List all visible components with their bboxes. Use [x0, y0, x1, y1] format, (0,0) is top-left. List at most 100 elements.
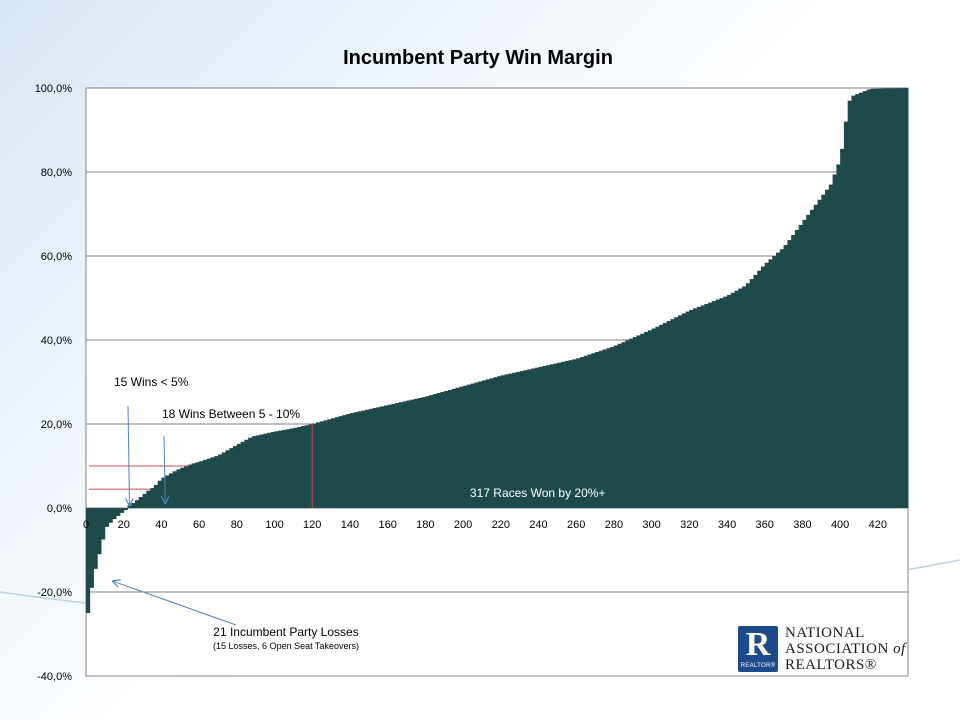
bar: [576, 358, 581, 508]
bar: [527, 369, 532, 508]
logo-of-word: of: [893, 641, 906, 657]
bar: [500, 375, 505, 508]
bar: [783, 245, 788, 508]
bar: [184, 466, 189, 508]
bar: [806, 214, 811, 508]
bar: [538, 366, 543, 508]
y-tick-label: 60,0%: [41, 251, 72, 263]
bar: [568, 360, 573, 508]
annotation-label: 15 Wins < 5%: [114, 375, 189, 389]
bar: [447, 389, 453, 508]
x-tick-label: 280: [605, 519, 623, 531]
nar-logo: R REALTOR® NATIONAL ASSOCIATION of REALT…: [738, 626, 918, 678]
bar: [613, 345, 619, 508]
bar: [402, 401, 407, 508]
bar: [383, 405, 389, 508]
y-tick-label: 80,0%: [41, 167, 72, 179]
bar: [666, 320, 671, 508]
bar: [180, 467, 185, 508]
y-tick-label: 40,0%: [41, 335, 72, 347]
bar: [889, 88, 894, 509]
x-tick-label: 160: [378, 519, 396, 531]
bar: [406, 400, 411, 508]
bar: [723, 296, 728, 508]
logo-association-word: ASSOCIATION: [785, 641, 889, 657]
bar: [274, 431, 279, 508]
bar: [368, 408, 373, 508]
y-tick-label: 100,0%: [35, 83, 73, 95]
bar: [176, 469, 181, 508]
bar: [327, 419, 332, 508]
bar: [297, 426, 302, 508]
bar: [376, 407, 381, 508]
bar: [353, 412, 358, 508]
bar: [229, 448, 234, 508]
bar: [206, 458, 211, 508]
bar: [119, 508, 125, 513]
bar: [719, 298, 724, 508]
x-tick-label: 320: [680, 519, 698, 531]
bar: [255, 435, 260, 508]
bar: [199, 461, 204, 508]
bar: [225, 450, 230, 508]
x-tick-label: 240: [529, 519, 547, 531]
bar: [530, 368, 536, 508]
bar: [745, 283, 751, 508]
bar: [757, 270, 762, 508]
bar: [802, 219, 807, 508]
bar: [168, 473, 174, 508]
bar: [425, 396, 430, 508]
logo-r-letter: R: [745, 626, 771, 663]
x-tick-label: 300: [642, 519, 660, 531]
bar: [481, 380, 487, 508]
bar: [809, 209, 815, 509]
x-tick-label: 340: [718, 519, 736, 531]
bar: [289, 428, 294, 508]
bar: [497, 376, 502, 508]
bar: [685, 311, 690, 508]
bar: [704, 303, 709, 508]
bar: [346, 414, 351, 508]
bar: [636, 335, 641, 508]
bar: [711, 301, 717, 508]
bar: [794, 229, 800, 508]
bar: [708, 302, 713, 508]
bar: [270, 431, 275, 508]
x-tick-label: 120: [303, 519, 321, 531]
bar: [557, 362, 562, 508]
bar: [662, 322, 668, 508]
bar: [858, 92, 864, 509]
bar: [372, 408, 377, 508]
bar: [293, 427, 298, 508]
bar: [840, 148, 845, 508]
bar: [489, 378, 494, 508]
bar: [398, 402, 404, 508]
bar: [542, 366, 547, 508]
x-tick-label: 140: [341, 519, 359, 531]
bar: [617, 343, 622, 508]
bar: [338, 416, 343, 508]
bar: [874, 88, 879, 509]
bar: [553, 363, 558, 508]
bar: [86, 508, 91, 613]
bar: [606, 348, 611, 508]
logo-realtor-text: REALTOR®: [740, 663, 776, 669]
bar: [304, 425, 309, 508]
x-tick-label: 360: [756, 519, 774, 531]
x-tick-label: 180: [416, 519, 434, 531]
bar: [742, 286, 747, 508]
x-tick-label: 200: [454, 519, 472, 531]
y-tick-label: 0,0%: [47, 503, 72, 515]
bar: [172, 471, 177, 508]
bar: [817, 199, 822, 508]
bar: [138, 496, 143, 508]
bar: [843, 121, 849, 508]
bar: [587, 354, 592, 508]
bar: [561, 361, 566, 508]
x-tick-label: 100: [265, 519, 283, 531]
bar: [877, 88, 883, 508]
bar: [549, 364, 554, 508]
bar: [512, 372, 517, 508]
bar: [202, 459, 208, 508]
x-tick-label: 40: [155, 519, 167, 531]
